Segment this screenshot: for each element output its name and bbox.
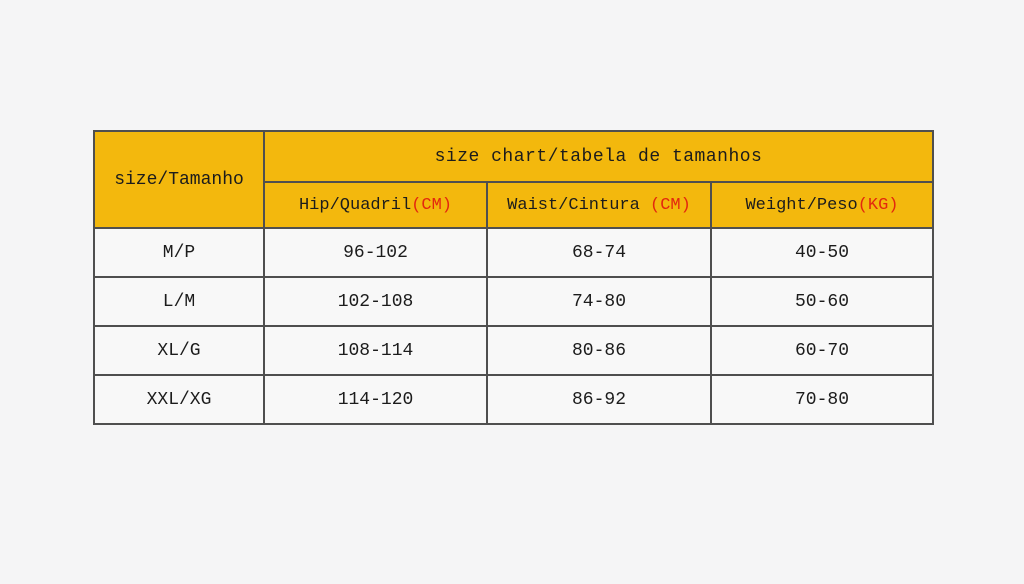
table-title: size chart/tabela de tamanhos <box>263 130 934 183</box>
waist-cell: 86-92 <box>486 374 712 425</box>
column-header-hip-label: Hip/Quadril <box>298 195 412 215</box>
hip-cell: 114-120 <box>263 374 488 425</box>
waist-cell: 80-86 <box>486 325 712 376</box>
column-header-weight-unit: (KG) <box>857 195 899 215</box>
table-row: XXL/XG 114-120 86-92 70-80 <box>93 374 934 425</box>
table-row: XL/G 108-114 80-86 60-70 <box>93 325 934 376</box>
size-cell: L/M <box>93 276 265 327</box>
hip-cell: 102-108 <box>263 276 488 327</box>
column-header-hip-unit: (CM) <box>411 195 453 215</box>
size-cell: M/P <box>93 227 265 278</box>
size-cell: XL/G <box>93 325 265 376</box>
hip-cell: 96-102 <box>263 227 488 278</box>
header-subrow: Hip/Quadril(CM) Waist/Cintura (CM) Weigh… <box>94 181 934 229</box>
weight-cell: 40-50 <box>710 227 934 278</box>
column-header-waist: Waist/Cintura (CM) <box>486 181 712 229</box>
weight-cell: 70-80 <box>710 374 934 425</box>
column-header-waist-label: Waist/Cintura <box>507 195 650 215</box>
column-header-weight: Weight/Peso(KG) <box>710 181 934 229</box>
weight-cell: 50-60 <box>710 276 934 327</box>
hip-cell: 108-114 <box>263 325 488 376</box>
table-row: M/P 96-102 68-74 40-50 <box>93 227 934 278</box>
waist-cell: 68-74 <box>486 227 712 278</box>
column-header-waist-unit: (CM) <box>650 195 691 215</box>
size-cell: XXL/XG <box>93 374 265 425</box>
corner-header-cell: size/Tamanho <box>93 130 265 229</box>
weight-cell: 60-70 <box>710 325 934 376</box>
column-header-hip: Hip/Quadril(CM) <box>263 181 488 229</box>
size-chart-table: size/Tamanho size chart/tabela de tamanh… <box>93 130 934 425</box>
header-title-row: size/Tamanho size chart/tabela de tamanh… <box>93 130 934 229</box>
table-row: L/M 102-108 74-80 50-60 <box>93 276 934 327</box>
column-header-weight-label: Weight/Peso <box>745 195 858 215</box>
waist-cell: 74-80 <box>486 276 712 327</box>
